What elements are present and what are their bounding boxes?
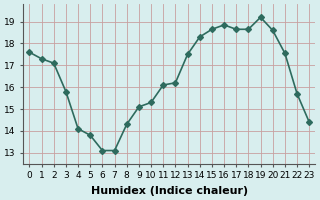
X-axis label: Humidex (Indice chaleur): Humidex (Indice chaleur) (91, 186, 248, 196)
